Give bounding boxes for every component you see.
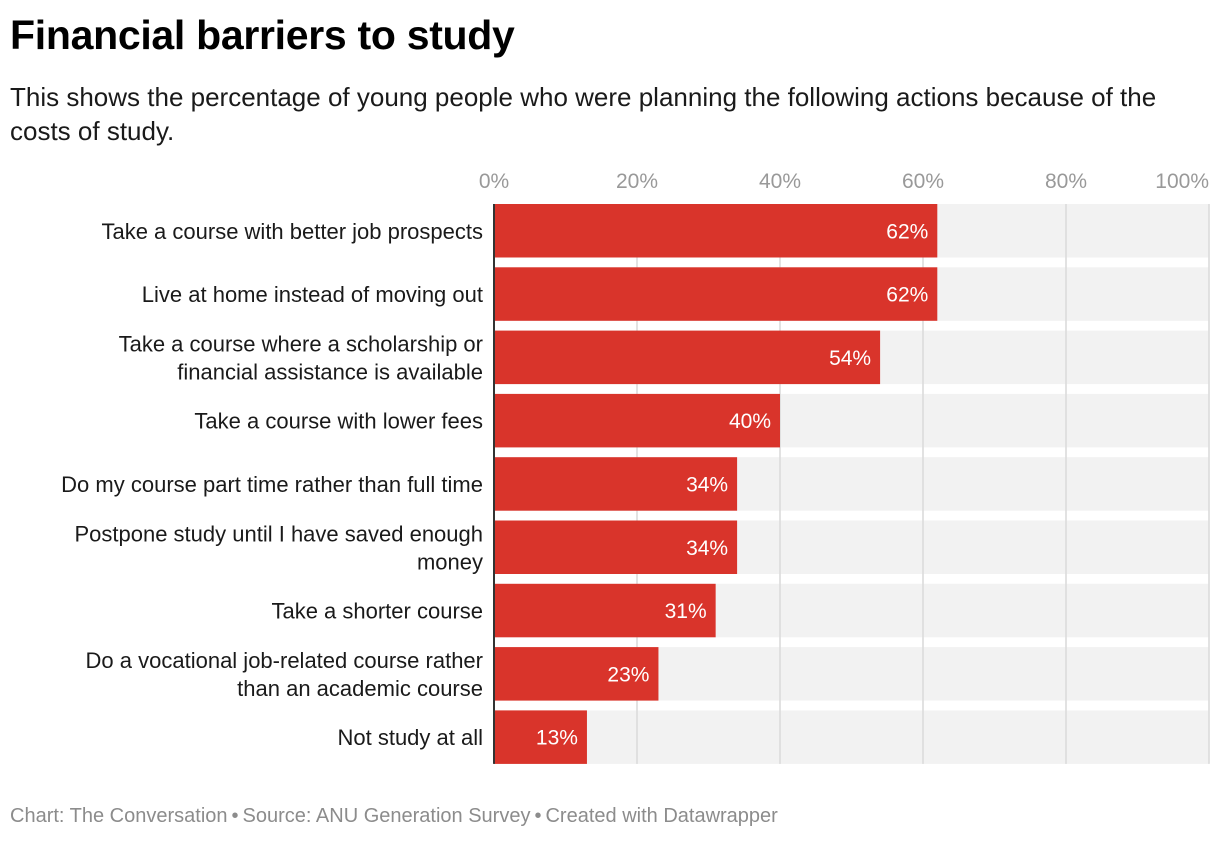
chart-subtitle: This shows the percentage of young peopl… xyxy=(10,82,1157,146)
category-label: Take a course with lower fees xyxy=(194,409,483,434)
x-tick-label: 20% xyxy=(616,170,658,193)
category-label-line: Not study at all xyxy=(337,725,483,750)
category-label: Take a shorter course xyxy=(271,599,483,624)
x-tick-label: 80% xyxy=(1045,170,1087,193)
x-tick-label: 0% xyxy=(479,170,509,193)
chart-footer: Chart: The Conversation • Source: ANU Gene… xyxy=(10,803,778,829)
category-label: Take a course with better job prospects xyxy=(101,219,483,244)
bar xyxy=(494,710,587,764)
category-label-line: Take a shorter course xyxy=(271,599,483,624)
x-tick-label: 100% xyxy=(1155,170,1209,193)
x-tick-label: 60% xyxy=(902,170,944,193)
footer-separator-1: • xyxy=(231,805,239,827)
bar xyxy=(494,393,780,448)
category-label-line: money xyxy=(417,549,483,574)
bar xyxy=(494,457,738,511)
category-label-line: Take a course where a scholarship or xyxy=(119,331,483,356)
bar-value-label: 31% xyxy=(665,600,707,623)
bar-value-label: 34% xyxy=(686,473,728,496)
category-label-line: Do a vocational job-related course rathe… xyxy=(86,648,483,673)
category-label-line: Live at home instead of moving out xyxy=(142,282,483,307)
category-label-line: Do my course part time rather than full … xyxy=(61,472,483,497)
category-label-line: Postpone study until I have saved enough xyxy=(74,521,483,546)
category-label: Do my course part time rather than full … xyxy=(61,472,483,497)
bar xyxy=(494,583,716,638)
category-label-line: than an academic course xyxy=(237,676,483,701)
bar xyxy=(494,330,881,385)
chart-created-with: Created with Datawrapper xyxy=(545,805,778,827)
category-label-line: financial assistance is available xyxy=(177,359,483,384)
bar-value-label: 54% xyxy=(829,347,871,370)
category-label: Postpone study until I have saved enough… xyxy=(74,521,483,574)
bar-value-label: 62% xyxy=(886,220,928,243)
chart-credit: Chart: The Conversation xyxy=(10,805,228,827)
bar-value-label: 62% xyxy=(886,284,928,307)
bar xyxy=(494,647,659,701)
category-label: Do a vocational job-related course rathe… xyxy=(86,648,483,701)
footer-separator-2: • xyxy=(534,805,542,827)
bar xyxy=(494,520,738,574)
x-tick-label: 40% xyxy=(759,170,801,193)
chart-title: Financial barriers to study xyxy=(10,12,515,58)
bar-value-label: 13% xyxy=(536,727,578,750)
bar-value-label: 23% xyxy=(607,663,649,686)
bar-value-label: 40% xyxy=(729,410,771,433)
bar xyxy=(494,267,938,321)
category-label-line: Take a course with lower fees xyxy=(194,409,483,434)
bar-track xyxy=(494,710,1209,764)
bar xyxy=(494,204,938,258)
category-label: Not study at all xyxy=(337,725,483,750)
chart-source: Source: ANU Generation Survey xyxy=(242,805,531,827)
bar-chart: 0% 20% 40% 60% 80% 100% 62% Take a course with … xyxy=(61,170,1210,764)
category-label: Take a course where a scholarship or fina… xyxy=(119,331,483,384)
bar-value-label: 34% xyxy=(686,537,728,560)
category-label: Live at home instead of moving out xyxy=(142,282,483,307)
category-label-line: Take a course with better job prospects xyxy=(101,219,483,244)
